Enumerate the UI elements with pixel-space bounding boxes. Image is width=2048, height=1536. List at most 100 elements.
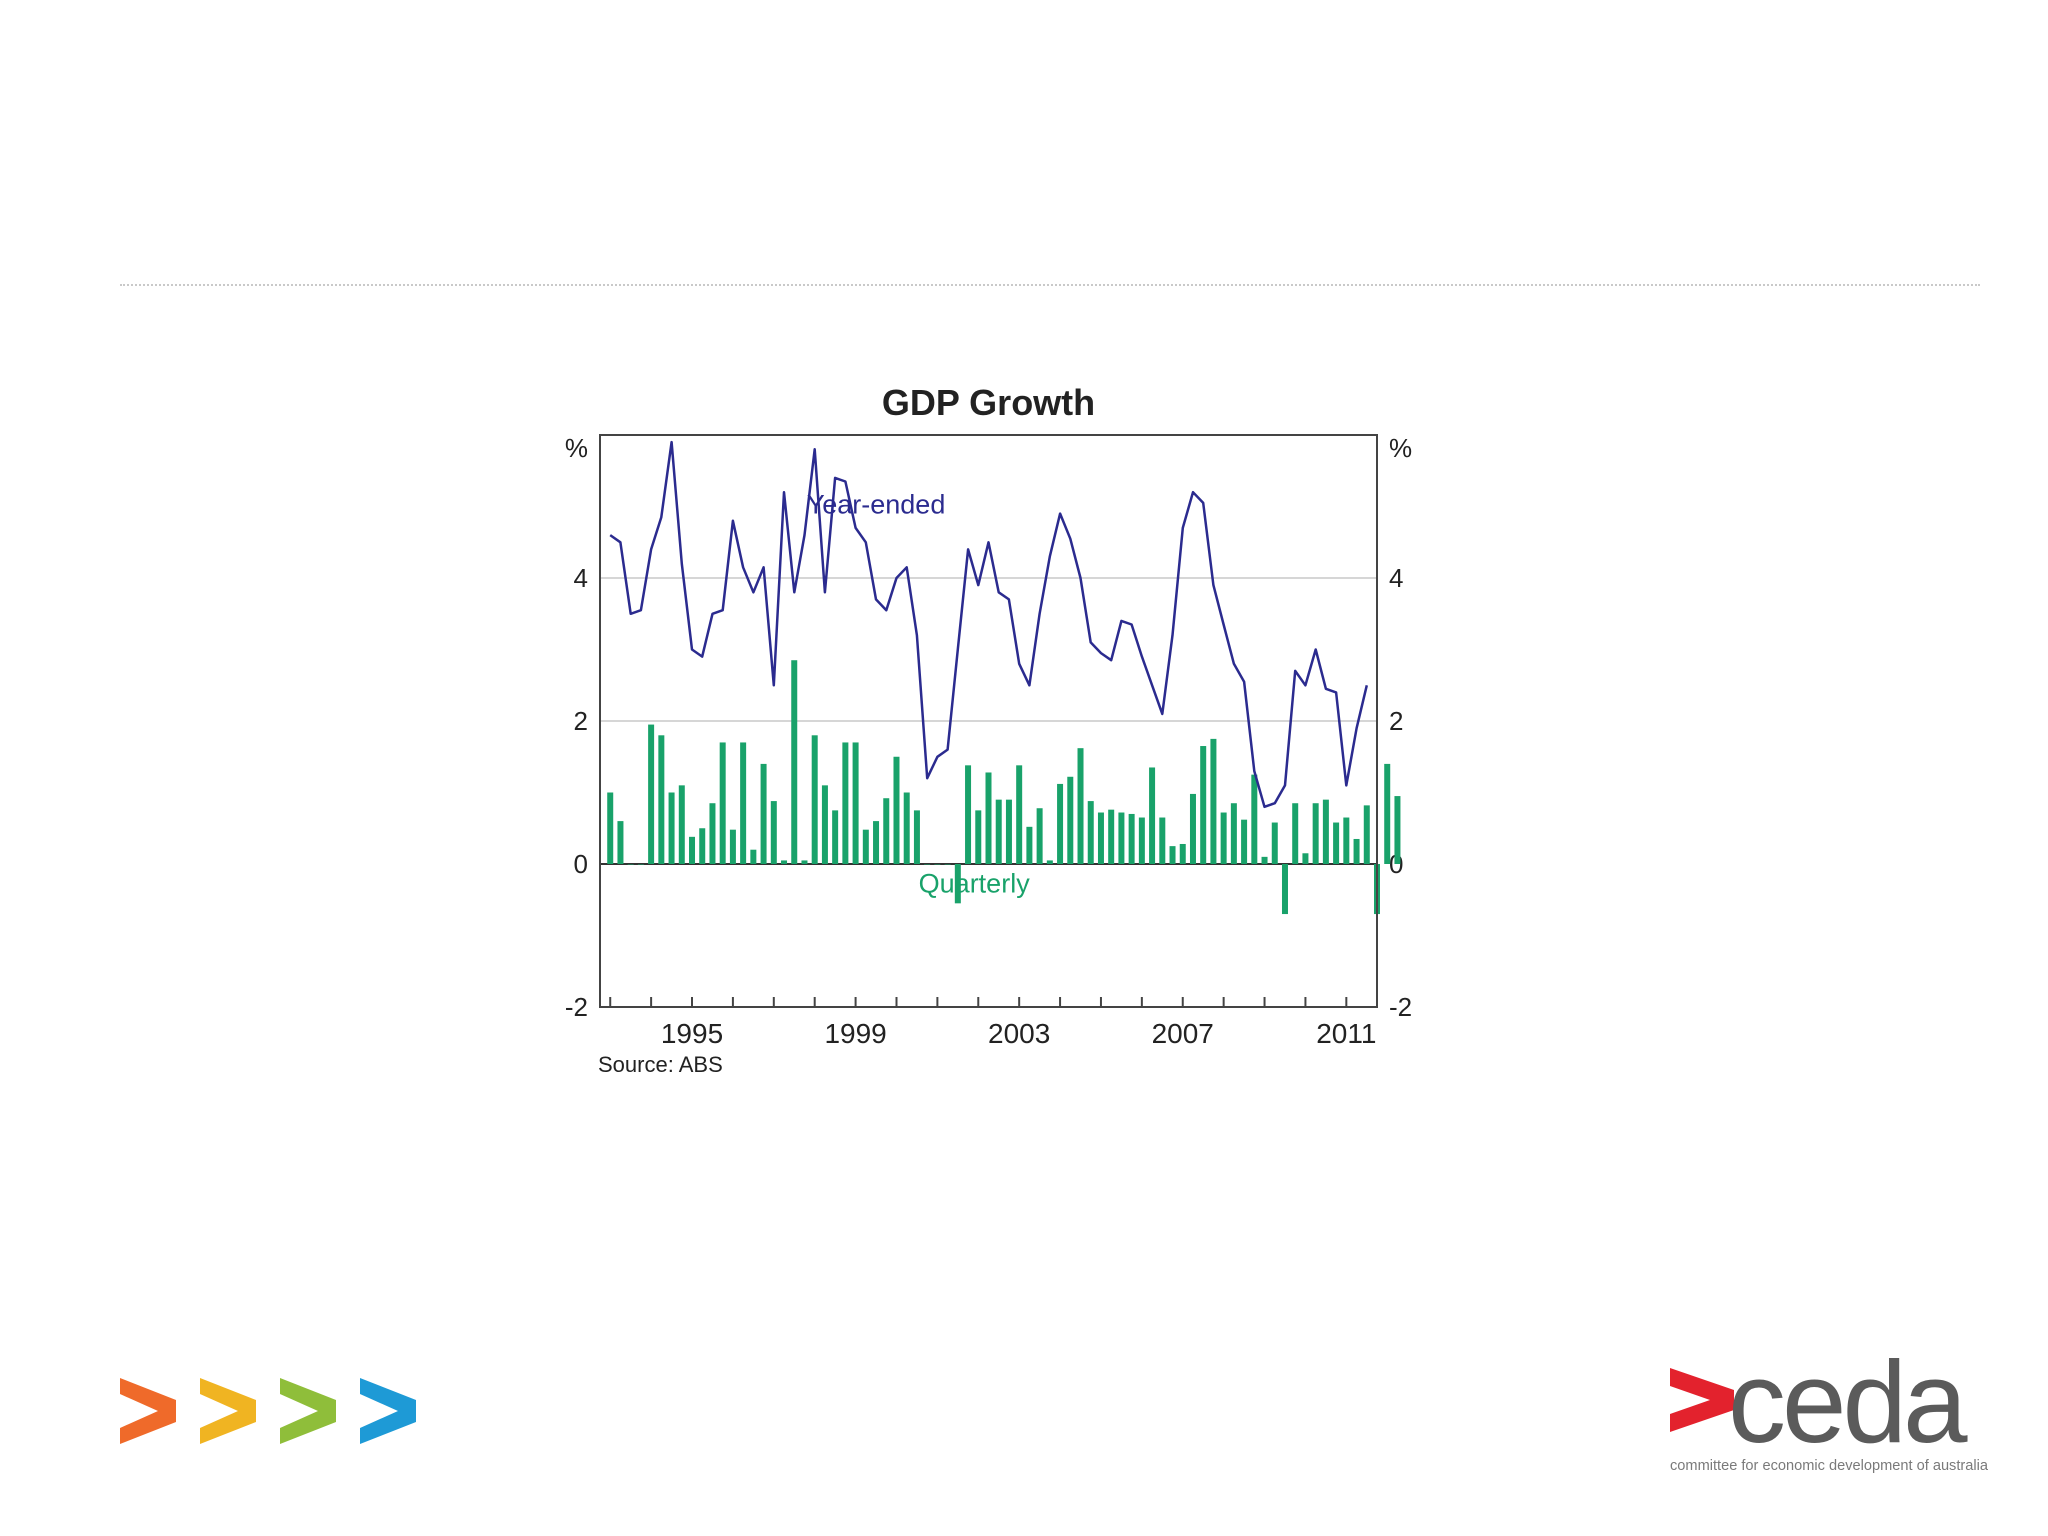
bar-quarterly-37 [985,772,992,864]
line-year-ended [609,440,1369,809]
bar-quarterly-51 [1128,813,1135,864]
chart-source: Source: ABS [598,1052,723,1077]
bar-quarterly-11 [719,742,726,864]
bar-quarterly-28 [893,756,900,864]
bar-quarterly-43 [1046,860,1053,864]
bar-quarterly-0 [607,792,614,864]
bar-quarterly-77 [1394,796,1401,864]
annotation-year-ended: Year-ended [807,490,946,520]
bar-quarterly-44 [1057,783,1064,864]
bar-quarterly-69 [1312,803,1319,864]
bar-quarterly-49 [1108,809,1115,864]
bar-quarterly-68 [1302,853,1309,864]
bar-quarterly-45 [1067,776,1074,864]
bar-quarterly-2 [627,864,634,865]
bar-quarterly-76 [1384,763,1391,864]
bar-quarterly-3 [637,864,644,865]
bar-quarterly-4 [648,724,655,864]
gdp-growth-chart: GDP Growth-2-2002244%%199519992003200720… [565,382,1412,1077]
bar-quarterly-10 [709,803,716,864]
header-divider [120,284,1980,286]
bar-quarterly-36 [975,810,982,864]
y-tick-right-2: 2 [1389,706,1403,736]
ceda-logo: ceda committee for economic development … [1670,1337,1989,1474]
bar-quarterly-73 [1353,838,1360,864]
bar-quarterly-54 [1159,817,1166,864]
bar-quarterly-55 [1169,846,1176,864]
chevron-yellow-shape [200,1378,256,1444]
x-tick-label-1995: 1995 [661,1018,723,1049]
bar-quarterly-52 [1138,817,1145,864]
bar-quarterly-32 [934,864,941,865]
plot-frame [599,434,1378,1008]
bar-quarterly-53 [1149,767,1156,864]
chevron-orange-shape [120,1378,176,1444]
ceda-tagline: committee for economic development of au… [1670,1457,1989,1474]
bar-quarterly-24 [852,742,859,864]
bar-quarterly-13 [740,742,747,864]
bar-quarterly-29 [903,792,910,864]
x-tick-label-1999: 1999 [824,1018,886,1049]
y-tick-right--2: -2 [1389,992,1412,1022]
bar-quarterly-56 [1179,843,1186,864]
bar-quarterly-62 [1241,819,1248,864]
bar-quarterly-72 [1343,817,1350,864]
bar-quarterly-33 [944,864,951,865]
bar-quarterly-57 [1189,793,1196,864]
chevron-orange-icon [120,1378,176,1444]
bar-quarterly-59 [1210,738,1217,864]
bar-quarterly-21 [821,785,828,864]
bar-quarterly-63 [1251,774,1258,864]
bar-quarterly-5 [658,735,665,864]
bar-quarterly-14 [750,849,757,864]
bar-quarterly-27 [883,798,890,864]
bar-quarterly-12 [729,829,736,864]
bar-quarterly-18 [791,660,798,864]
y-tick-left-2: 2 [574,706,588,736]
bar-quarterly-26 [873,821,880,864]
bar-quarterly-25 [862,829,869,864]
bar-quarterly-35 [965,765,972,864]
chevron-green-icon [280,1378,336,1444]
y-tick-left--2: -2 [565,992,588,1022]
bar-quarterly-16 [770,801,777,864]
y-tick-left-0: 0 [574,849,588,879]
y-unit-left: % [565,433,588,463]
ceda-red-chevron-icon [1670,1368,1734,1432]
x-tick-label-2003: 2003 [988,1018,1050,1049]
annotation-quarterly: Quarterly [919,869,1031,899]
bar-quarterly-70 [1322,799,1329,864]
bar-quarterly-9 [699,828,706,864]
chevron-yellow-icon [200,1378,256,1444]
bar-quarterly-60 [1220,812,1227,864]
bar-quarterly-64 [1261,856,1268,864]
chevron-blue-icon [360,1378,416,1444]
bar-quarterly-23 [842,742,849,864]
bar-quarterly-39 [1005,799,1012,864]
bar-quarterly-30 [913,810,920,864]
x-tick-label-2011: 2011 [1316,1018,1376,1049]
bar-quarterly-46 [1077,748,1084,864]
bar-quarterly-61 [1230,803,1237,864]
ceda-wordmark: ceda [1728,1337,1968,1467]
bar-quarterly-17 [781,860,788,864]
chart-title: GDP Growth [882,382,1095,423]
bar-quarterly-58 [1200,746,1207,864]
bar-quarterly-20 [811,735,818,864]
bar-quarterly-34 [954,864,961,904]
bar-quarterly-22 [832,810,839,864]
bar-quarterly-6 [668,792,675,864]
bar-quarterly-67 [1292,803,1299,864]
y-tick-left-4: 4 [574,563,588,593]
bar-quarterly-66 [1281,864,1288,915]
bar-quarterly-40 [1016,765,1023,864]
bar-quarterly-7 [678,785,685,864]
bar-quarterly-15 [760,763,767,864]
bar-quarterly-31 [924,864,931,865]
x-tick-label-2007: 2007 [1152,1018,1214,1049]
bar-quarterly-47 [1087,801,1094,864]
bar-quarterly-50 [1118,812,1125,864]
bar-quarterly-1 [617,821,624,864]
bar-quarterly-19 [801,860,808,864]
bar-quarterly-41 [1026,826,1033,864]
